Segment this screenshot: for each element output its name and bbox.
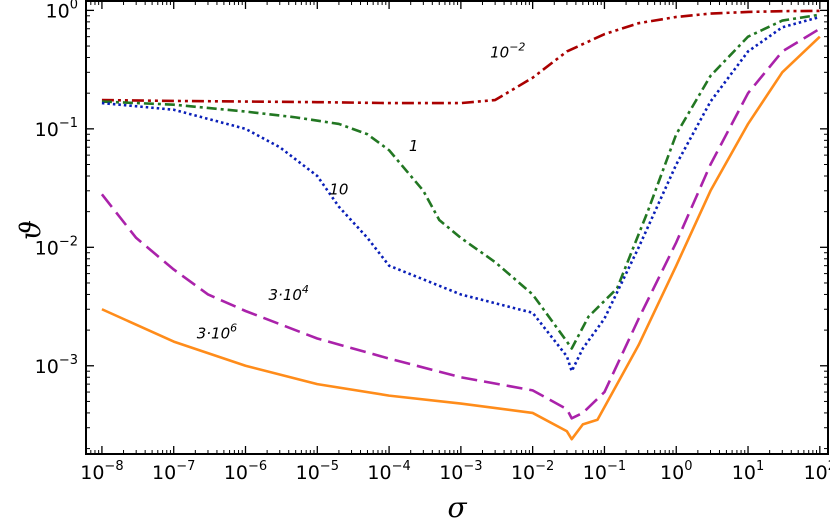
series-label-4: 3·104 — [269, 283, 309, 304]
plot-frame — [85, 0, 829, 455]
series-label-3: 10 — [329, 180, 348, 198]
series-label-5: 3·106 — [197, 321, 237, 342]
x-tick-label: 10−2 — [511, 459, 554, 484]
x-tick-label: 101 — [732, 459, 764, 484]
series-line-4 — [100, 27, 821, 420]
series-label-2: 1 — [409, 137, 419, 155]
y-tick-label: 10−1 — [35, 116, 78, 141]
axis-ticks: 10−8 10−7 10−6 10−5 10−4 10−3 10−2 10−1 100 101 10… — [35, 0, 830, 484]
series-line-5 — [101, 35, 821, 441]
plot-series — [100, 9, 821, 441]
series-label-1: 10−2 — [490, 41, 525, 62]
y-tick-label: 10−2 — [35, 234, 78, 259]
y-tick-label: 100 — [46, 0, 78, 22]
y-axis-label: ϑ — [14, 220, 47, 240]
x-axis-label: σ — [447, 491, 467, 524]
series-line-1 — [101, 9, 820, 105]
x-tick-label: 10−6 — [224, 459, 267, 484]
x-tick-label: 10−1 — [583, 459, 626, 484]
x-tick-label: 102 — [804, 459, 830, 484]
x-tick-label: 10−3 — [439, 459, 482, 484]
series-labels: 10−2 1 10 3·104 3·106 — [197, 41, 526, 343]
x-tick-label: 10−5 — [296, 459, 339, 484]
series-line-2 — [101, 13, 821, 350]
x-tick-label: 10−8 — [80, 459, 123, 484]
x-tick-label: 10−7 — [152, 459, 195, 484]
y-tick-label: 10−3 — [35, 353, 78, 378]
series-line-3 — [101, 15, 821, 373]
x-tick-label: 100 — [660, 459, 692, 484]
x-tick-label: 10−4 — [367, 459, 410, 484]
